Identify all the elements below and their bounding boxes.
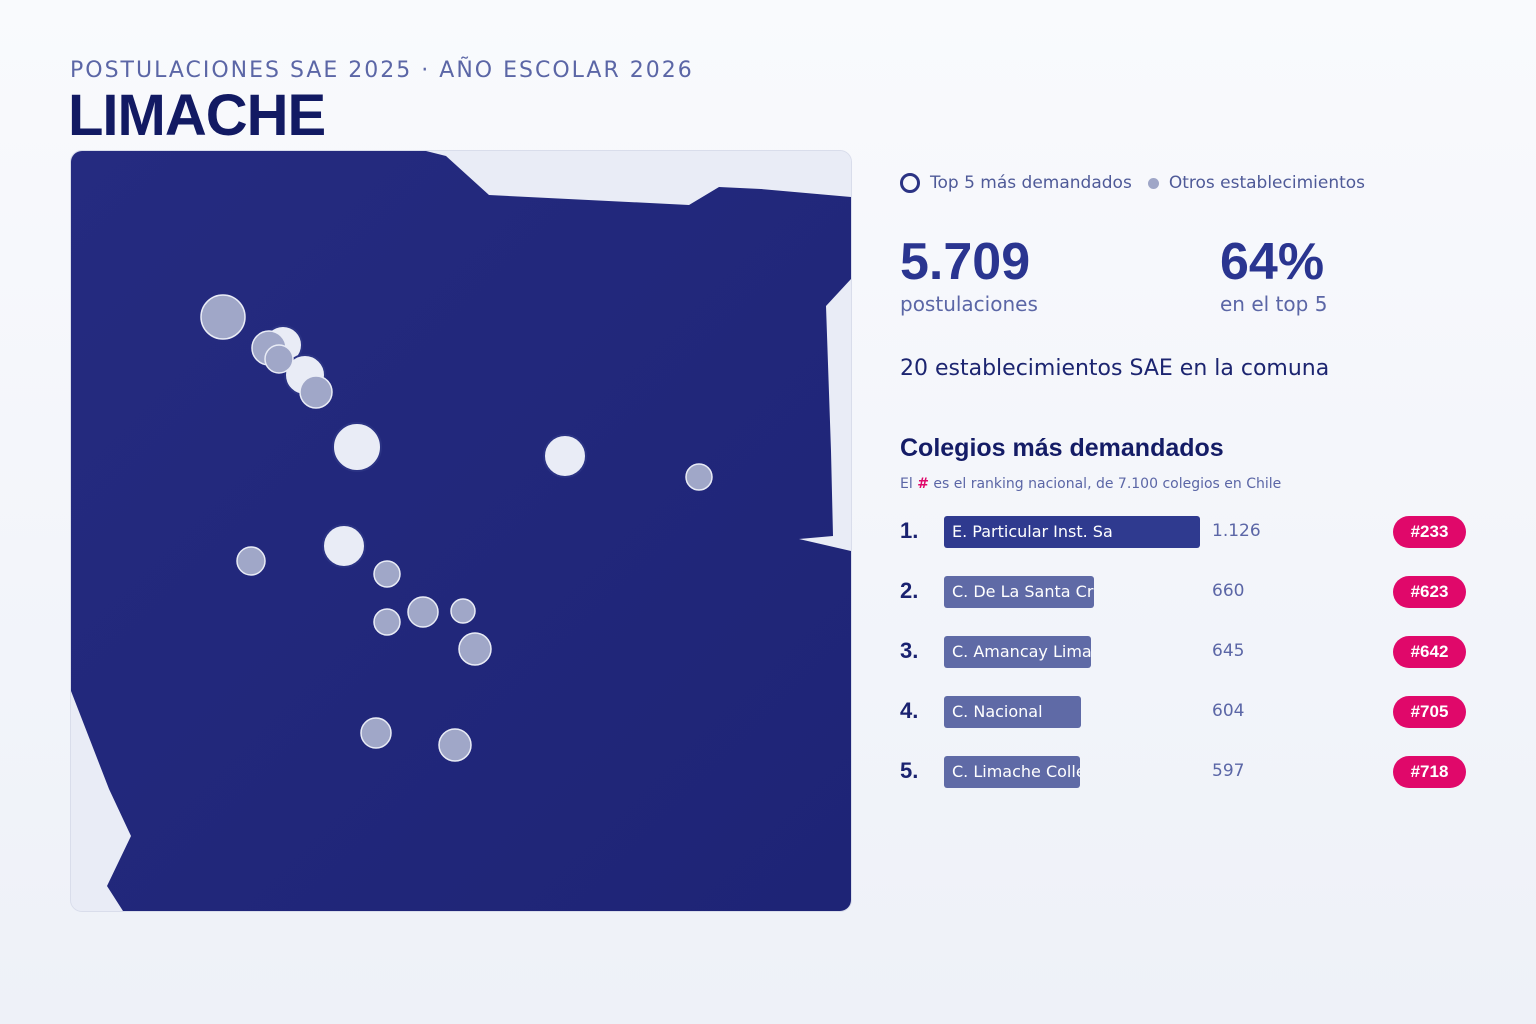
ranking-note-prefix: El bbox=[900, 476, 913, 492]
school-marker[interactable] bbox=[264, 344, 294, 374]
rank-position: 2. bbox=[900, 578, 919, 603]
map-legend: Top 5 más demandados Otros establecimien… bbox=[900, 173, 1365, 193]
schools-count: 20 establecimientos SAE en la comuna bbox=[900, 356, 1330, 381]
others-legend-icon bbox=[1147, 177, 1159, 189]
applications-bar: C. Nacional bbox=[944, 696, 1081, 728]
ranking-note: El # es el ranking nacional, de 7.100 co… bbox=[900, 476, 1281, 492]
rank-position: 3. bbox=[900, 638, 919, 663]
top5-legend-icon bbox=[900, 173, 920, 193]
school-name: C. Amancay Limache bbox=[952, 642, 1091, 661]
top5-legend-label: Top 5 más demandados bbox=[930, 173, 1132, 193]
school-marker[interactable] bbox=[236, 546, 266, 576]
ranking-note-hash: # bbox=[917, 476, 929, 492]
school-name: C. Nacional bbox=[952, 702, 1043, 721]
applications-label: postulaciones bbox=[900, 292, 1038, 316]
school-marker[interactable] bbox=[450, 598, 476, 624]
school-name: C. Limache College bbox=[952, 762, 1080, 781]
national-rank-badge: #642 bbox=[1393, 636, 1466, 668]
applications-bar: C. Limache College bbox=[944, 756, 1080, 788]
applications-count: 1.126 bbox=[1212, 521, 1261, 541]
applications-count: 645 bbox=[1212, 641, 1245, 661]
applications-stat: 5.709 postulaciones bbox=[900, 232, 1038, 316]
ranking-row[interactable]: 1. E. Particular Inst. Sa 1.126 #233 bbox=[900, 516, 1470, 550]
commune-map-canvas bbox=[71, 151, 851, 911]
national-rank-badge: #718 bbox=[1393, 756, 1466, 788]
top5-school-marker[interactable] bbox=[332, 422, 382, 472]
school-marker[interactable] bbox=[685, 463, 713, 491]
school-marker[interactable] bbox=[299, 375, 333, 409]
school-marker[interactable] bbox=[373, 560, 401, 588]
ranking-row[interactable]: 2. C. De La Santa Cruz 660 #623 bbox=[900, 576, 1470, 610]
applications-count: 604 bbox=[1212, 701, 1245, 721]
applications-bar: E. Particular Inst. Sa bbox=[944, 516, 1200, 548]
school-marker[interactable] bbox=[373, 608, 401, 636]
commune-boundary bbox=[71, 151, 851, 911]
rank-position: 1. bbox=[900, 518, 919, 543]
ranking-row[interactable]: 5. C. Limache College 597 #718 bbox=[900, 756, 1470, 790]
page-title: LIMACHE bbox=[68, 83, 326, 148]
applications-bar: C. Amancay Limache bbox=[944, 636, 1091, 668]
school-name: C. De La Santa Cruz bbox=[952, 582, 1094, 601]
applications-value: 5.709 bbox=[900, 233, 1031, 291]
top5-school-marker[interactable] bbox=[543, 434, 587, 478]
national-rank-badge: #233 bbox=[1393, 516, 1466, 548]
school-name: E. Particular Inst. Sa bbox=[952, 522, 1113, 541]
commune-map[interactable] bbox=[70, 150, 852, 912]
national-rank-badge: #705 bbox=[1393, 696, 1466, 728]
top5-share-value: 64% bbox=[1220, 233, 1325, 291]
school-marker[interactable] bbox=[458, 632, 492, 666]
ranking-title: Colegios más demandados bbox=[900, 434, 1224, 462]
map-kicker: POSTULACIONES SAE 2025 · AÑO ESCOLAR 202… bbox=[70, 58, 694, 83]
school-marker[interactable] bbox=[200, 294, 246, 340]
top5-school-marker[interactable] bbox=[322, 524, 366, 568]
ranking-note-suffix: es el ranking nacional, de 7.100 colegio… bbox=[933, 476, 1282, 492]
school-marker[interactable] bbox=[438, 728, 472, 762]
applications-count: 597 bbox=[1212, 761, 1245, 781]
rank-position: 5. bbox=[900, 758, 919, 783]
top5-share-label: en el top 5 bbox=[1220, 292, 1328, 316]
rank-position: 4. bbox=[900, 698, 919, 723]
applications-count: 660 bbox=[1212, 581, 1245, 601]
school-markers bbox=[200, 294, 713, 762]
ranking-row[interactable]: 3. C. Amancay Limache 645 #642 bbox=[900, 636, 1470, 670]
top5-share-stat: 64% en el top 5 bbox=[1220, 232, 1327, 316]
national-rank-badge: #623 bbox=[1393, 576, 1466, 608]
ranking-row[interactable]: 4. C. Nacional 604 #705 bbox=[900, 696, 1470, 730]
others-legend-label: Otros establecimientos bbox=[1168, 173, 1366, 193]
school-marker[interactable] bbox=[360, 717, 392, 749]
school-marker[interactable] bbox=[407, 596, 439, 628]
applications-bar: C. De La Santa Cruz bbox=[944, 576, 1094, 608]
